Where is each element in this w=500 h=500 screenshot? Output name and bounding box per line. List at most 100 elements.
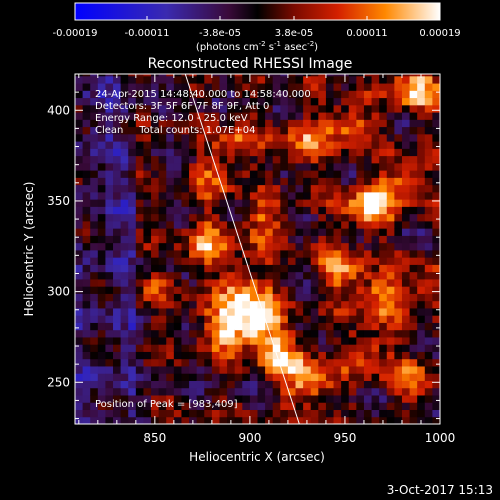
heatmap-cell [120,177,129,186]
heatmap-cell [272,286,281,294]
heatmap-cell [196,74,205,77]
heatmap-cell [318,148,327,157]
heatmap-cell [325,358,335,367]
heatmap-cell [189,300,198,309]
heatmap-cell [234,148,243,157]
heatmap-cell [303,387,312,396]
heatmap-cell [341,191,350,200]
heatmap-cell [295,112,304,120]
heatmap-cell [341,235,350,244]
heatmap-cell [189,286,198,294]
heatmap-cell [113,315,122,323]
heatmap-cell [128,300,137,309]
heatmap-cell [348,373,357,381]
heatmap-cell [181,213,190,222]
heatmap-cell [211,220,220,229]
heatmap-cell [333,83,342,91]
heatmap-cell [143,409,152,418]
heatmap-cell [189,322,198,331]
heatmap-cell [333,315,342,323]
heatmap-cell [386,293,395,302]
heatmap-cell [272,148,281,157]
heatmap-cell [401,344,411,352]
heatmap-cell [287,112,297,120]
heatmap-cell [181,351,190,360]
heatmap-cell [211,416,220,424]
heatmap-cell [356,184,365,193]
heatmap-cell [211,329,220,338]
heatmap-cell [189,242,198,251]
heatmap-cell [310,104,319,113]
heatmap-cell [105,74,114,77]
heatmap-cell [143,351,152,360]
heatmap-cell [363,235,373,244]
heatmap-cell [97,104,106,113]
heatmap-cell [189,133,198,142]
heatmap-cell [401,126,411,135]
heatmap-cell [303,112,312,120]
heatmap-cell [303,206,312,215]
heatmap-cell [409,213,418,222]
heatmap-cell [257,155,266,164]
heatmap-cell [333,90,342,99]
heatmap-cell [143,83,152,91]
heatmap-cell [75,148,84,157]
heatmap-cell [287,170,297,178]
heatmap-cell [318,213,327,222]
heatmap-cell [90,228,99,236]
heatmap-cell [379,133,388,142]
heatmap-cell [196,264,205,273]
heatmap-cell [386,141,395,149]
heatmap-cell [348,220,357,229]
heatmap-cell [211,228,220,236]
heatmap-cell [371,409,380,418]
heatmap-cell [227,148,236,157]
heatmap-cell [348,358,357,367]
heatmap-cell [257,351,266,360]
heatmap-cell [333,300,342,309]
heatmap-cell [287,358,297,367]
heatmap-cell [386,336,395,345]
heatmap-cell [120,344,129,352]
heatmap-cell [348,213,357,222]
heatmap-cell [310,373,319,381]
heatmap-cell [310,322,319,331]
heatmap-cell [151,162,160,171]
heatmap-cell [97,75,106,84]
heatmap-cell [135,322,144,331]
heatmap-cell [227,155,236,164]
heatmap-cell [424,242,433,251]
heatmap-cell [249,344,258,352]
heatmap-cell [151,228,160,236]
heatmap-cell [151,380,160,389]
heatmap-cell [227,191,236,200]
heatmap-cell [287,336,297,345]
heatmap-cell [219,257,228,265]
heatmap-cell [219,90,228,99]
heatmap-cell [318,416,327,424]
heatmap-cell [75,126,84,135]
heatmap-cell [219,373,228,381]
heatmap-cell [234,409,243,418]
heatmap-cell [325,394,335,403]
heatmap-cell [280,228,289,236]
heatmap-cell [432,141,440,149]
heatmap-cell [356,141,365,149]
heatmap-cell [371,358,380,367]
heatmap-cell [318,257,327,265]
heatmap-cell [204,293,213,302]
heatmap-cell [295,177,304,186]
heatmap-cell [280,74,289,77]
heatmap-cell [295,387,304,396]
heatmap-cell [409,344,418,352]
heatmap-cell [105,112,114,120]
heatmap-cell [143,97,152,106]
heatmap-cell [249,74,258,77]
heatmap-cell [341,242,350,251]
heatmap-cell [143,257,152,265]
heatmap-cell [265,242,274,251]
heatmap-cell [242,213,251,222]
heatmap-cell [303,228,312,236]
heatmap-cell [166,402,175,410]
heatmap-cell [394,235,403,244]
